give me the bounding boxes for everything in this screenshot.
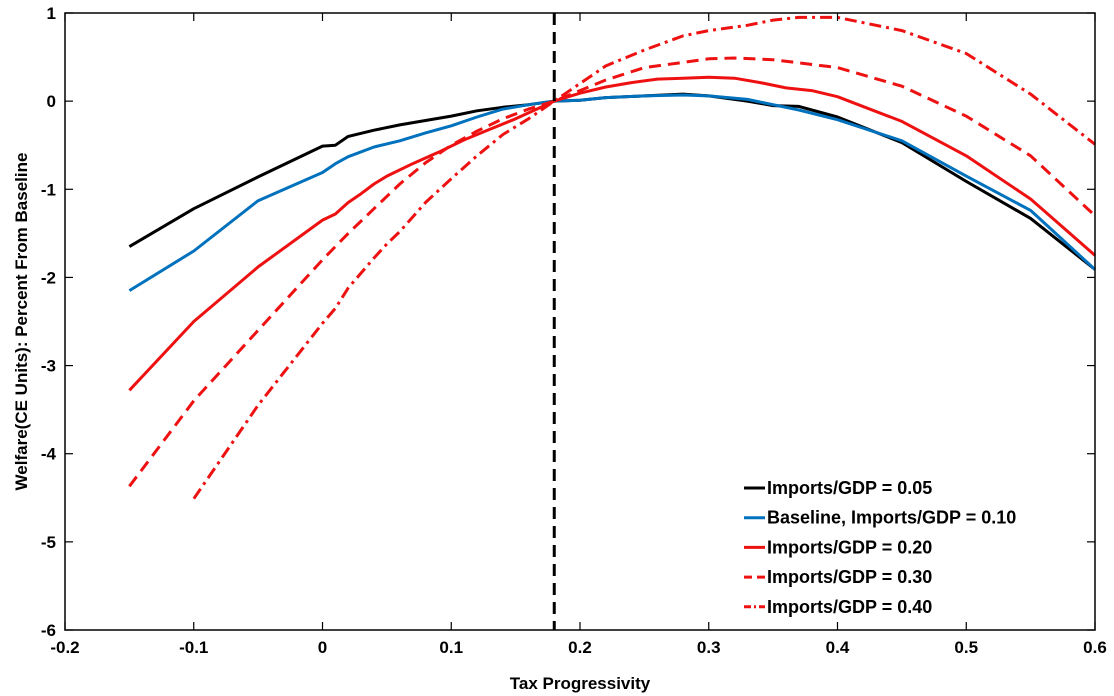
series-line-1 (128, 92, 1096, 271)
legend-label-5: Imports/GDP = 0.40 (767, 597, 932, 617)
plot-area-frame (64, 12, 1096, 631)
x-tick-label: 0.1 (439, 638, 463, 657)
legend-label-3: Imports/GDP = 0.20 (767, 537, 932, 557)
legend-label-4: Imports/GDP = 0.30 (767, 567, 932, 587)
y-tick-label: -5 (41, 533, 56, 552)
series-line-5 (192, 15, 1096, 500)
x-tick-label: 0.4 (826, 638, 850, 657)
series-line-2 (128, 93, 1097, 292)
x-tick-label: -0.1 (179, 638, 208, 657)
y-tick-label: -4 (41, 445, 57, 464)
y-tick-label: -2 (41, 268, 56, 287)
axis-layer: -0.2 -0.1 0 0.1 0.2 0.3 0.4 0.5 0.6 -6 -5 -4 -3 -2 -1 0… (41, 4, 1107, 657)
series-line-4 (128, 56, 1097, 488)
x-tick-label: -0.2 (50, 638, 79, 657)
legend-label-2: Baseline, Imports/GDP = 0.10 (767, 508, 1016, 528)
x-axis-label: Tax Progressivity (510, 674, 651, 693)
series-line-3 (128, 75, 1096, 392)
legend-label-1: Imports/GDP = 0.05 (767, 478, 932, 498)
x-tick-label: 0.2 (568, 638, 592, 657)
y-tick-label: -3 (41, 357, 56, 376)
x-tick-label: 0.6 (1083, 638, 1107, 657)
y-tick-label: 1 (47, 4, 56, 23)
y-tick-label: -1 (41, 180, 56, 199)
legend: Imports/GDP = 0.05 Baseline, Imports/GDP … (744, 478, 1016, 617)
y-tick-label: 0 (47, 92, 56, 111)
series-layer (128, 15, 1097, 500)
x-tick-label: 0 (318, 638, 327, 657)
y-axis-label: Welfare(CE Units): Percent From Baseline (12, 153, 31, 491)
x-tick-label: 0.5 (954, 638, 978, 657)
y-tick-label: -6 (41, 621, 56, 640)
x-tick-label: 0.3 (697, 638, 721, 657)
